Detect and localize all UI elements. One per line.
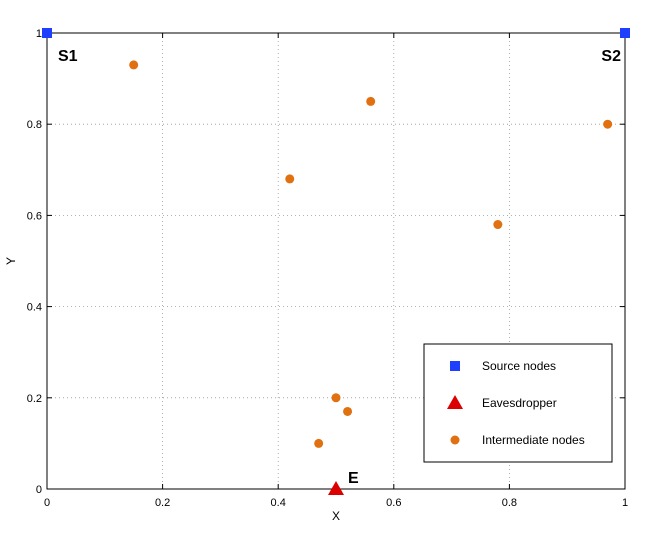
legend-marker: [450, 435, 460, 445]
intermediate-node-marker: [493, 220, 503, 230]
y-tick-label: 0.4: [27, 302, 42, 314]
legend-label: Source nodes: [482, 359, 556, 373]
eavesdropper-marker: [328, 481, 344, 495]
x-tick-label: 0.6: [386, 497, 401, 509]
legend-label: Eavesdropper: [482, 396, 557, 410]
source-node-marker: [42, 28, 52, 38]
y-axis-label: Y: [4, 257, 18, 265]
x-tick-label: 0.4: [271, 497, 286, 509]
intermediate-node-marker: [285, 174, 295, 184]
y-tick-label: 0: [36, 484, 42, 496]
intermediate-node-marker: [314, 438, 324, 448]
intermediate-node-marker: [331, 393, 341, 403]
intermediate-node-marker: [129, 60, 139, 70]
node-label: S2: [601, 48, 621, 65]
legend: Source nodes Eavesdropper Intermediate nod…: [423, 343, 613, 463]
intermediate-node-marker: [343, 406, 353, 416]
legend-marker: [450, 361, 460, 371]
x-tick-label: 0.2: [155, 497, 170, 509]
y-tick-label: 0.8: [27, 119, 42, 131]
grid-lines: [47, 33, 625, 489]
data-points: S1 S2 E: [42, 28, 630, 495]
source-node-marker: [620, 28, 630, 38]
node-label: E: [348, 470, 359, 487]
x-tick-label: 0.8: [502, 497, 517, 509]
intermediate-node-marker: [366, 96, 376, 106]
intermediate-node-marker: [603, 119, 613, 129]
x-tick-label: 1: [622, 497, 628, 509]
legend-marker: [447, 395, 463, 409]
x-axis-label: X: [332, 509, 340, 523]
y-tick-label: 0.6: [27, 210, 42, 222]
x-tick-label: 0: [44, 497, 50, 509]
legend-label: Intermediate nodes: [482, 433, 585, 447]
y-tick-label: 0.2: [27, 393, 42, 405]
y-axis-ticks: 0 0.2 0.4 0.6 0.8 1: [27, 28, 625, 496]
node-label: S1: [58, 48, 78, 65]
y-tick-label: 1: [36, 28, 42, 40]
